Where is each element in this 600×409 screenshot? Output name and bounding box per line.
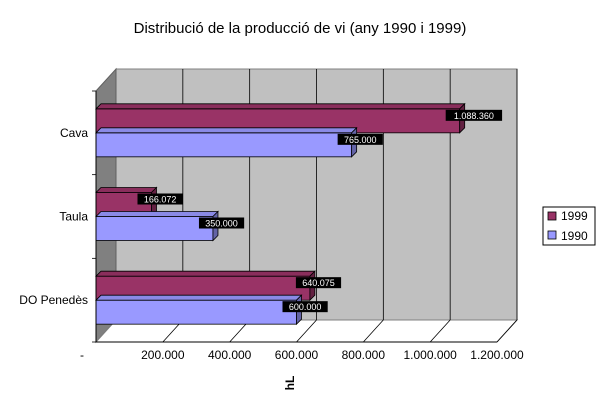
y-tick-label: Cava — [60, 126, 88, 140]
data-label: 1.088.360 — [454, 111, 494, 121]
gridline — [363, 319, 384, 343]
x-axis-label: hL — [283, 376, 297, 391]
bar — [95, 132, 353, 158]
bar-top — [95, 294, 303, 301]
x-tick-label: 600.000 — [275, 348, 319, 362]
legend: 1999 1990 — [542, 206, 596, 246]
data-label: 600.000 — [289, 302, 322, 312]
plot-area: - 200.000 400.000 600.000 800.000 1.000.000 1.… — [19, 67, 524, 362]
bar — [95, 216, 214, 241]
bar — [95, 299, 297, 325]
gridline — [296, 319, 317, 343]
x-tick-label: 1.200.000 — [470, 348, 524, 362]
bar-top — [95, 127, 358, 134]
legend-label-1999: 1999 — [561, 209, 588, 223]
data-label-bg — [198, 217, 245, 229]
bar-top — [95, 187, 158, 193]
data-label-bg — [282, 301, 328, 313]
chart-title: Distribució de la producció de vi (any 1… — [134, 20, 467, 37]
bar-top — [95, 211, 219, 217]
data-label: 765.000 — [344, 135, 377, 145]
gridline — [496, 319, 518, 343]
x-tick-label: 800.000 — [342, 348, 386, 362]
gridline — [429, 319, 451, 343]
legend-swatch-1990 — [547, 230, 557, 240]
x-tick-label: 200.000 — [141, 348, 185, 362]
legend-swatch-1999 — [547, 211, 557, 221]
x-tick-label: 400.000 — [208, 348, 252, 362]
data-label: 350.000 — [205, 219, 238, 229]
bar-top — [95, 103, 466, 110]
bar-top — [95, 270, 316, 277]
data-label-bg — [137, 193, 183, 205]
y-tick-label: DO Penedès — [19, 293, 88, 307]
legend-label-1990: 1990 — [561, 229, 588, 243]
data-label-bg — [445, 109, 503, 121]
x-tick-label: 1.000.000 — [403, 348, 457, 362]
data-label-bg — [337, 133, 383, 145]
data-label-bg — [295, 277, 342, 289]
x-tick-label: - — [80, 348, 84, 362]
y-tick-label: Taula — [59, 210, 88, 224]
data-label: 166.072 — [144, 195, 177, 205]
data-label: 640.075 — [302, 278, 335, 288]
